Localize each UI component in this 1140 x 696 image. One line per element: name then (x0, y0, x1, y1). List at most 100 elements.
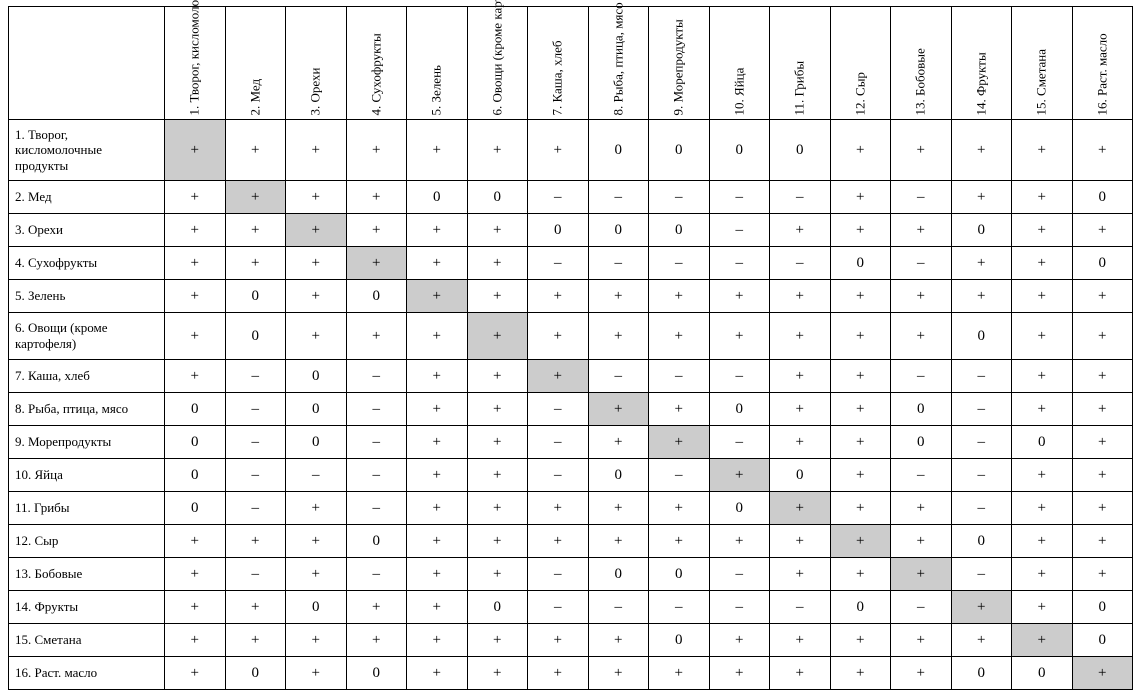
cell-r6-c1: + (165, 313, 226, 360)
cell-r15-c6: + (467, 624, 528, 657)
row-label: 1. Творог, кисломолочные продукты (15, 127, 102, 173)
row-head-9: 9. Морепродукты (9, 426, 165, 459)
cell-r5-c9: + (649, 280, 710, 313)
cell-r11-c7: + (528, 492, 589, 525)
cell-r7-c3: 0 (286, 360, 347, 393)
cell-r4-c2: + (225, 247, 286, 280)
cell-r9-c1: 0 (165, 426, 226, 459)
table-row: 6. Овощи (кроме картофеля)+0+++++++++++0… (9, 313, 1133, 360)
row-head-6: 6. Овощи (кроме картофеля) (9, 313, 165, 360)
cell-r14-c4: + (346, 591, 407, 624)
col-head-15: 15. Сметана (1012, 7, 1073, 120)
cell-r5-c12: + (830, 280, 891, 313)
cell-r11-c16: + (1072, 492, 1133, 525)
col-head-8: 8. Рыба, птица, мясо (588, 7, 649, 120)
row-label: 5. Зелень (15, 288, 65, 303)
cell-r10-c10: + (709, 459, 770, 492)
cell-r4-c10: – (709, 247, 770, 280)
table-row: 4. Сухофрукты++++++–––––0–++0 (9, 247, 1133, 280)
cell-r9-c12: + (830, 426, 891, 459)
cell-r8-c4: – (346, 393, 407, 426)
row-label: 8. Рыба, птица, мясо (15, 401, 128, 416)
cell-r2-c2: + (225, 181, 286, 214)
cell-r1-c4: + (346, 120, 407, 181)
cell-r16-c12: + (830, 657, 891, 690)
cell-r5-c14: + (951, 280, 1012, 313)
cell-r3-c4: + (346, 214, 407, 247)
cell-r16-c13: + (891, 657, 952, 690)
cell-r7-c2: – (225, 360, 286, 393)
col-label: 15. Сметана (1035, 11, 1050, 115)
cell-r12-c9: + (649, 525, 710, 558)
cell-r12-c6: + (467, 525, 528, 558)
cell-r11-c13: + (891, 492, 952, 525)
row-head-15: 15. Сметана (9, 624, 165, 657)
cell-r4-c5: + (407, 247, 468, 280)
cell-r2-c13: – (891, 181, 952, 214)
cell-r5-c13: + (891, 280, 952, 313)
row-label: 12. Сыр (15, 533, 58, 548)
cell-r4-c7: – (528, 247, 589, 280)
corner-cell (9, 7, 165, 120)
cell-r8-c6: + (467, 393, 528, 426)
col-head-16: 16. Раст. масло (1072, 7, 1133, 120)
cell-r11-c3: + (286, 492, 347, 525)
cell-r4-c3: + (286, 247, 347, 280)
cell-r3-c16: + (1072, 214, 1133, 247)
cell-r1-c13: + (891, 120, 952, 181)
cell-r3-c14: 0 (951, 214, 1012, 247)
cell-r12-c13: + (891, 525, 952, 558)
cell-r2-c5: 0 (407, 181, 468, 214)
cell-r3-c1: + (165, 214, 226, 247)
cell-r15-c14: + (951, 624, 1012, 657)
cell-r15-c12: + (830, 624, 891, 657)
cell-r16-c4: 0 (346, 657, 407, 690)
col-head-3: 3. Орехи (286, 7, 347, 120)
cell-r11-c15: + (1012, 492, 1073, 525)
col-head-1: 1. Творог, кисломолочные продукты (165, 7, 226, 120)
cell-r2-c14: + (951, 181, 1012, 214)
cell-r8-c7: – (528, 393, 589, 426)
cell-r12-c3: + (286, 525, 347, 558)
cell-r7-c4: – (346, 360, 407, 393)
table-row: 11. Грибы0–+–+++++0+++–++ (9, 492, 1133, 525)
col-label: 1. Творог, кисломолочные продукты (188, 11, 203, 115)
cell-r15-c13: + (891, 624, 952, 657)
cell-r7-c9: – (649, 360, 710, 393)
row-head-8: 8. Рыба, птица, мясо (9, 393, 165, 426)
cell-r2-c16: 0 (1072, 181, 1133, 214)
cell-r14-c13: – (891, 591, 952, 624)
row-head-1: 1. Творог, кисломолочные продукты (9, 120, 165, 181)
cell-r4-c12: 0 (830, 247, 891, 280)
cell-r8-c5: + (407, 393, 468, 426)
cell-r7-c10: – (709, 360, 770, 393)
row-label: 11. Грибы (15, 500, 70, 515)
cell-r7-c12: + (830, 360, 891, 393)
cell-r14-c10: – (709, 591, 770, 624)
cell-r13-c15: + (1012, 558, 1073, 591)
cell-r13-c4: – (346, 558, 407, 591)
col-head-7: 7. Каша, хлеб (528, 7, 589, 120)
cell-r4-c14: + (951, 247, 1012, 280)
col-head-14: 14. Фрукты (951, 7, 1012, 120)
cell-r14-c7: – (528, 591, 589, 624)
cell-r9-c15: 0 (1012, 426, 1073, 459)
cell-r3-c13: + (891, 214, 952, 247)
cell-r3-c3: + (286, 214, 347, 247)
cell-r7-c15: + (1012, 360, 1073, 393)
cell-r13-c13: + (891, 558, 952, 591)
cell-r15-c3: + (286, 624, 347, 657)
cell-r16-c10: + (709, 657, 770, 690)
col-head-2: 2. Мед (225, 7, 286, 120)
cell-r8-c16: + (1072, 393, 1133, 426)
cell-r4-c16: 0 (1072, 247, 1133, 280)
cell-r11-c1: 0 (165, 492, 226, 525)
cell-r15-c11: + (770, 624, 831, 657)
row-label: 14. Фрукты (15, 599, 78, 614)
table-row: 2. Мед++++00–––––+–++0 (9, 181, 1133, 214)
cell-r9-c7: – (528, 426, 589, 459)
cell-r11-c11: + (770, 492, 831, 525)
cell-r13-c10: – (709, 558, 770, 591)
cell-r6-c7: + (528, 313, 589, 360)
cell-r12-c15: + (1012, 525, 1073, 558)
